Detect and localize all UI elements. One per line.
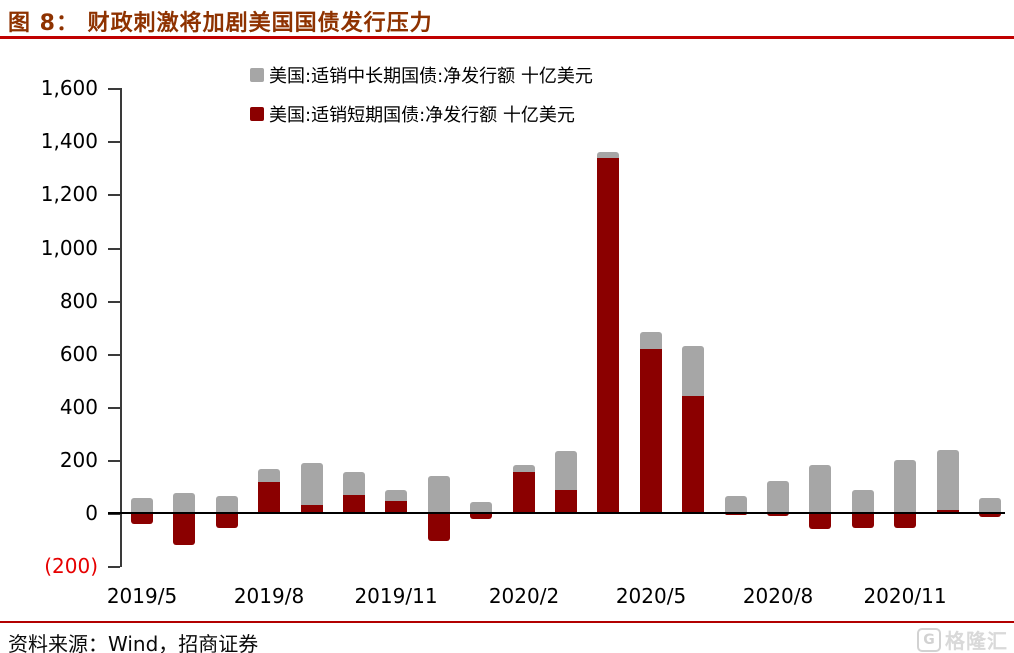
y-axis-tick	[108, 141, 120, 143]
x-axis-label: 2020/8	[742, 584, 814, 608]
y-axis-label: 0	[85, 501, 98, 525]
bar-long-term-2020/12	[937, 450, 959, 511]
bar-long-term-2019/10	[343, 471, 365, 496]
y-axis-tick	[108, 194, 120, 196]
x-axis-label: 2020/2	[488, 584, 560, 608]
x-axis-label: 2019/11	[354, 584, 438, 608]
x-axis-label: 2019/5	[106, 584, 178, 608]
x-axis-label: 2019/8	[233, 584, 305, 608]
bar-short-term-2020/11	[894, 513, 916, 528]
y-axis-label: 400	[59, 395, 98, 419]
bar-long-term-2019/5	[131, 497, 153, 513]
x-axis-label: 2020/11	[863, 584, 947, 608]
bar-short-term-2019/10	[343, 495, 365, 513]
bar-long-term-2021/1	[979, 498, 1001, 513]
gelonghui-logo-text: 格隆汇	[945, 629, 1008, 653]
legend-item-long-term: 美国:适销中长期国债:净发行额 十亿美元	[250, 62, 593, 88]
y-axis-line	[120, 88, 122, 567]
y-axis-tick	[108, 354, 120, 356]
y-axis-label: 800	[59, 289, 98, 313]
bar-short-term-2019/9	[301, 504, 323, 513]
y-axis-tick	[108, 88, 120, 90]
bar-long-term-2019/11	[385, 489, 407, 501]
legend-swatch-gray-icon	[250, 68, 264, 82]
legend-swatch-red-icon	[250, 107, 264, 121]
bar-long-term-2020/9	[809, 465, 831, 513]
legend-label-short-term: 美国:适销短期国债:净发行额 十亿美元	[269, 105, 575, 126]
bar-short-term-2020/2	[513, 471, 535, 513]
y-axis-label: 200	[59, 448, 98, 472]
bar-short-term-2020/8	[767, 513, 789, 516]
y-axis-label: (200)	[44, 554, 98, 578]
legend-label-long-term: 美国:适销中长期国债:净发行额 十亿美元	[269, 66, 593, 87]
footer-rule	[0, 621, 1014, 623]
bar-short-term-2019/5	[131, 513, 153, 525]
bar-short-term-2020/4	[597, 158, 619, 513]
y-axis-label: 1,000	[40, 236, 98, 260]
y-axis-tick	[108, 248, 120, 250]
y-axis-tick	[108, 301, 120, 303]
y-axis-tick	[108, 566, 120, 568]
bar-long-term-2019/6	[173, 492, 195, 513]
bar-short-term-2019/8	[258, 482, 280, 513]
bar-long-term-2020/11	[894, 459, 916, 513]
chart-legend: 美国:适销中长期国债:净发行额 十亿美元 美国:适销短期国债:净发行额 十亿美元	[250, 62, 593, 140]
bar-short-term-2020/3	[555, 490, 577, 513]
bar-long-term-2020/6	[682, 346, 704, 396]
bar-long-term-2020/10	[852, 490, 874, 513]
bar-short-term-2019/12	[428, 513, 450, 542]
gelonghui-watermark: G 格隆汇	[917, 625, 1008, 653]
bar-long-term-2019/9	[301, 463, 323, 505]
bar-long-term-2019/8	[258, 469, 280, 483]
bar-short-term-2019/11	[385, 500, 407, 513]
bar-short-term-2020/12	[937, 510, 959, 513]
bar-long-term-2020/1	[470, 502, 492, 513]
bar-short-term-2020/6	[682, 395, 704, 513]
y-axis-label: 1,200	[40, 182, 98, 206]
bar-long-term-2020/7	[725, 496, 747, 513]
gelonghui-logo-icon: G	[917, 627, 941, 652]
bar-long-term-2020/8	[767, 480, 789, 513]
bar-long-term-2019/7	[216, 496, 238, 513]
y-axis-label: 1,400	[40, 129, 98, 153]
bar-short-term-2019/6	[173, 513, 195, 545]
bar-short-term-2020/9	[809, 513, 831, 529]
y-axis-tick	[108, 460, 120, 462]
figure-title: 图 8： 财政刺激将加剧美国国债发行压力	[8, 11, 433, 36]
bar-long-term-2020/5	[640, 332, 662, 349]
bar-long-term-2019/12	[428, 476, 450, 513]
zero-line	[108, 512, 1005, 514]
bar-short-term-2019/7	[216, 513, 238, 529]
bar-short-term-2020/5	[640, 348, 662, 513]
y-axis-label: 1,600	[40, 76, 98, 100]
bar-short-term-2020/1	[470, 513, 492, 519]
bar-long-term-2020/2	[513, 464, 535, 472]
title-underline	[0, 36, 1014, 39]
bar-short-term-2021/1	[979, 513, 1001, 517]
y-axis-label: 600	[59, 342, 98, 366]
legend-item-short-term: 美国:适销短期国债:净发行额 十亿美元	[250, 101, 593, 127]
bar-short-term-2020/7	[725, 513, 747, 516]
bar-short-term-2020/10	[852, 513, 874, 528]
bar-long-term-2020/3	[555, 451, 577, 491]
x-axis-label: 2020/5	[615, 584, 687, 608]
y-axis-tick	[108, 407, 120, 409]
source-note: 资料来源：Wind，招商证券	[8, 632, 259, 653]
bar-long-term-2020/4	[597, 152, 619, 158]
y-axis-tick	[108, 513, 120, 515]
